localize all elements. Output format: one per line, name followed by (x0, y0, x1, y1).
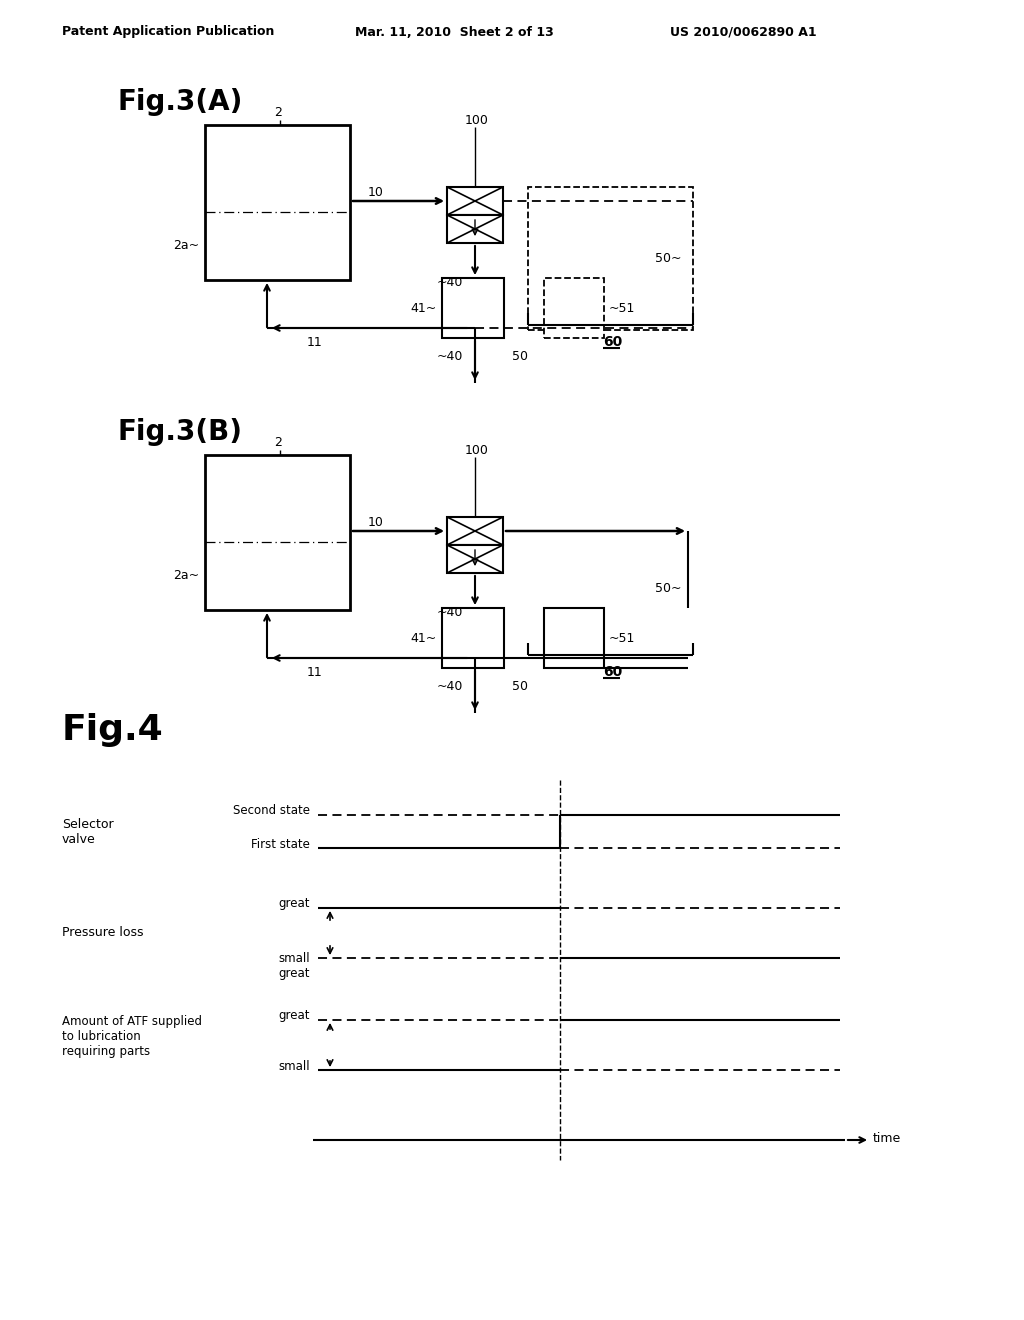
Text: small: small (279, 1060, 310, 1072)
Text: 11: 11 (307, 335, 323, 348)
Text: small
great: small great (279, 952, 310, 979)
Text: great: great (279, 898, 310, 911)
Text: 41~: 41~ (410, 631, 436, 644)
Bar (528, 187, 693, 330)
Bar (442, 609, 504, 668)
Text: US 2010/0062890 A1: US 2010/0062890 A1 (670, 25, 816, 38)
Text: 60: 60 (603, 335, 623, 348)
Bar (447, 215, 503, 243)
Text: ~51: ~51 (609, 631, 635, 644)
Bar (205, 455, 350, 610)
Bar (447, 187, 503, 215)
Bar (544, 609, 604, 668)
Text: 50: 50 (512, 350, 528, 363)
Text: 2a~: 2a~ (173, 569, 199, 582)
Text: ~40: ~40 (437, 276, 464, 289)
Text: time: time (873, 1133, 901, 1146)
Text: 100: 100 (465, 444, 488, 457)
Text: ~40: ~40 (437, 350, 464, 363)
Text: Pressure loss: Pressure loss (62, 927, 143, 940)
Text: 50~: 50~ (655, 582, 682, 594)
Text: Patent Application Publication: Patent Application Publication (62, 25, 274, 38)
Text: First state: First state (251, 837, 310, 850)
Text: ~40: ~40 (437, 680, 464, 693)
Text: 50~: 50~ (655, 252, 682, 264)
Text: 41~: 41~ (410, 301, 436, 314)
Text: ~51: ~51 (609, 301, 635, 314)
Text: Second state: Second state (233, 804, 310, 817)
Bar (447, 517, 503, 545)
Bar (447, 545, 503, 573)
Text: Amount of ATF supplied
to lubrication
requiring parts: Amount of ATF supplied to lubrication re… (62, 1015, 202, 1059)
Text: Mar. 11, 2010  Sheet 2 of 13: Mar. 11, 2010 Sheet 2 of 13 (355, 25, 554, 38)
Text: Fig.3(B): Fig.3(B) (118, 418, 243, 446)
Text: ~40: ~40 (437, 606, 464, 619)
Text: Selector
valve: Selector valve (62, 818, 114, 846)
Text: Fig.3(A): Fig.3(A) (118, 88, 244, 116)
Text: Fig.4: Fig.4 (62, 713, 164, 747)
Text: 2a~: 2a~ (173, 239, 199, 252)
Text: 11: 11 (307, 665, 323, 678)
Bar (544, 279, 604, 338)
Text: 50: 50 (512, 680, 528, 693)
Text: 100: 100 (465, 114, 488, 127)
Text: 60: 60 (603, 665, 623, 678)
Bar (205, 125, 350, 280)
Bar (442, 279, 504, 338)
Text: 10: 10 (368, 186, 384, 198)
Text: 10: 10 (368, 516, 384, 528)
Text: great: great (279, 1010, 310, 1023)
Text: 2: 2 (274, 437, 282, 450)
Text: 2: 2 (274, 107, 282, 120)
